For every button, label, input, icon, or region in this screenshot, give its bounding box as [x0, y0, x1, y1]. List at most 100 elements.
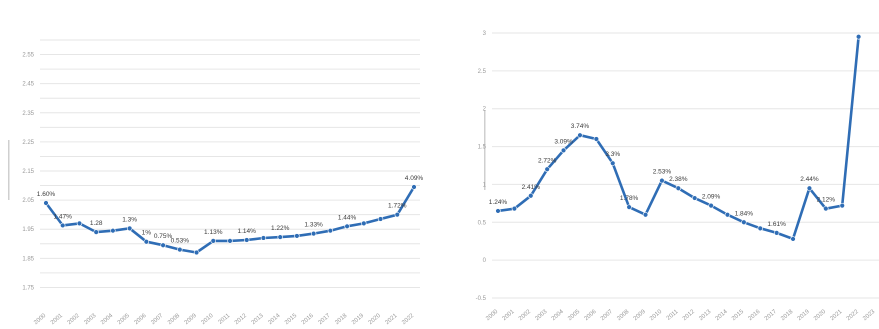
x-tick-label: 2001	[502, 309, 517, 323]
data-point	[839, 202, 845, 209]
x-tick-label: 2007	[600, 309, 615, 323]
x-tick-label: 2015	[284, 313, 299, 327]
x-tick-label: 2008	[167, 313, 182, 327]
x-tick-label: 2019	[351, 313, 366, 327]
data-point	[675, 185, 682, 191]
data-point	[757, 225, 763, 232]
chart-left: 1.75 1.85 1.95 2.05 2.15 2.25 2.35 2.45 2.55 2000…	[8, 39, 424, 327]
data-point	[277, 234, 283, 240]
x-tick-label: 2010	[200, 313, 215, 327]
data-point	[577, 132, 583, 138]
data-point	[361, 220, 367, 227]
data-label: 1%	[142, 230, 152, 237]
data-point	[724, 212, 731, 218]
x-tick-label: 2002	[67, 313, 82, 327]
data-point	[126, 225, 133, 232]
data-point	[60, 222, 66, 229]
data-point	[344, 223, 350, 230]
x-tick-label: 2018	[334, 313, 349, 327]
x-tick-label: 2000	[485, 309, 500, 323]
data-point	[310, 230, 317, 237]
x-tick-label: 2009	[633, 309, 648, 323]
x-tick-label: 2011	[666, 309, 680, 322]
data-point	[528, 193, 534, 199]
x-tick-label: 2012	[682, 309, 697, 323]
y-tick-label: 1.95	[22, 227, 34, 233]
data-point	[93, 229, 99, 235]
data-label: 1.60%	[37, 191, 56, 198]
x-tick-label: 2019	[797, 309, 812, 323]
data-point	[708, 202, 714, 209]
y-tick-label: 2.5	[478, 69, 487, 75]
y-tick-label: -0.5	[476, 296, 487, 302]
data-point	[43, 200, 49, 206]
y-tick-label: 2.45	[22, 82, 34, 88]
data-point	[659, 177, 665, 184]
data-label: 4.09%	[405, 175, 424, 182]
y-tick-label: 0.5	[478, 220, 487, 226]
y-tick-label: 2	[483, 107, 487, 113]
data-label: 1.22%	[271, 225, 290, 232]
x-tick-label: 2020	[813, 309, 828, 323]
data-label: 1.24%	[489, 199, 508, 206]
data-point	[327, 227, 334, 234]
x-tick-label: 2011	[218, 313, 232, 326]
data-point	[560, 147, 567, 154]
x-tick-label: 2001	[50, 313, 65, 327]
x-tick-label: 2015	[731, 309, 746, 323]
x-tick-label: 2009	[184, 313, 199, 327]
chart-left-svg: 1.75 1.85 1.95 2.05 2.15 2.25 2.35 2.45 2.55 2000…	[8, 39, 424, 327]
x-tick-label: 2014	[715, 309, 730, 323]
data-point	[411, 184, 417, 190]
data-label: 3.74%	[571, 123, 590, 130]
data-label: 1.13%	[204, 229, 223, 236]
data-point	[593, 136, 600, 142]
data-label: 1.47%	[54, 213, 73, 220]
data-label: 3.09%	[554, 138, 573, 145]
y-tick-label: 2.35	[22, 111, 34, 117]
x-tick-label: 2000	[33, 313, 48, 327]
data-label: 1.72%	[388, 203, 407, 210]
data-label: 0.75%	[154, 233, 173, 240]
data-point	[511, 205, 518, 212]
data-label: 1.33%	[304, 222, 323, 229]
data-label: 1.78%	[620, 195, 639, 202]
data-label: 1.3%	[122, 216, 137, 223]
data-point	[855, 34, 862, 40]
ylabel-marker	[8, 140, 10, 200]
data-point	[495, 208, 501, 214]
x-tick-label: 2013	[698, 309, 713, 323]
x-tick-label: 2007	[150, 313, 165, 327]
data-point	[823, 205, 829, 212]
x-tick-label: 2013	[251, 313, 266, 327]
x-tick-label: 2017	[764, 309, 779, 323]
data-point	[642, 212, 649, 218]
x-tick-label: 2006	[584, 309, 599, 323]
x-tick-label: 2021	[384, 313, 399, 327]
data-point	[626, 204, 632, 210]
data-label: 1.44%	[338, 214, 357, 221]
x-tick-label: 2020	[368, 313, 383, 327]
y-tick-label: 2.25	[22, 140, 34, 146]
data-label: 1.28	[90, 220, 103, 227]
x-tick-label: 2006	[134, 313, 149, 327]
x-tick-label: 2022	[401, 313, 416, 327]
data-label: 2.09%	[702, 194, 721, 201]
data-point	[244, 237, 250, 243]
data-label: 2.72%	[538, 157, 557, 164]
data-point	[143, 239, 150, 245]
data-point	[177, 246, 183, 253]
data-point	[193, 249, 200, 256]
data-point	[806, 185, 813, 191]
x-tick-label: 2005	[117, 313, 132, 327]
y-tick-label: 1.75	[22, 285, 34, 291]
ylabel-marker	[484, 110, 486, 190]
data-label: 2.12%	[817, 197, 836, 204]
x-tick-label: 2004	[551, 309, 566, 323]
x-tick-label: 2018	[780, 309, 795, 323]
x-tick-label: 2005	[567, 309, 582, 323]
data-point	[110, 227, 116, 234]
y-tick-label: 3	[483, 31, 487, 37]
data-point	[76, 220, 83, 227]
chart-right: -0.5 0 0.5 1 1.5 2 2.5 3 2000 2001 2002 2003 2004 200…	[440, 0, 879, 329]
